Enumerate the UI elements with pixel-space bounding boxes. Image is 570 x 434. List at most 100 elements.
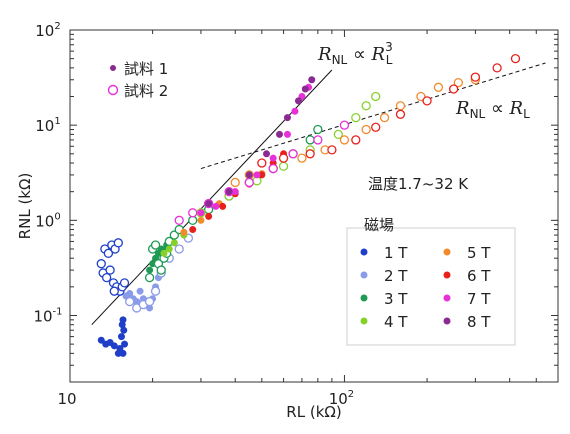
data-point-open <box>144 272 155 283</box>
legend-marker <box>360 248 368 256</box>
y-axis-label: RNL (kΩ) <box>16 173 34 240</box>
data-point-open <box>109 286 119 296</box>
data-point-filled <box>119 349 127 357</box>
data-point-open <box>492 63 502 73</box>
data-point-filled <box>116 344 124 352</box>
data-point-filled <box>170 239 178 247</box>
data-point-open <box>278 153 289 163</box>
temperature-annotation: 温度1.7~32 K <box>368 175 469 193</box>
data-point-filled <box>126 290 134 298</box>
sample-label: 試料 2 <box>124 82 168 100</box>
sample-marker-open <box>107 84 119 96</box>
y-tick-label: 102 <box>35 21 60 40</box>
data-point-open <box>288 149 298 159</box>
data-point-open <box>150 240 161 250</box>
data-point-filled <box>205 212 213 220</box>
data-point-filled <box>119 316 127 324</box>
data-point-filled <box>146 266 154 274</box>
x-tick-label: 102 <box>329 389 354 408</box>
data-point-open <box>230 177 240 188</box>
legend-label: 3 T <box>384 290 408 308</box>
data-point-open <box>268 163 278 174</box>
data-point-open <box>361 124 371 135</box>
data-point-open <box>125 296 135 307</box>
data-point-filled <box>136 287 144 295</box>
data-point-filled <box>165 245 173 253</box>
data-point-open <box>305 135 315 145</box>
data-point-filled <box>197 209 205 217</box>
data-point-open <box>416 91 426 102</box>
data-point-open <box>257 158 267 168</box>
data-point-filled <box>219 202 227 210</box>
data-point-filled <box>269 154 277 162</box>
data-point-filled <box>197 216 205 224</box>
data-point-filled <box>276 130 284 138</box>
data-point-filled <box>308 76 316 84</box>
data-point-open <box>103 248 114 258</box>
y-tick-label: 10-1 <box>33 306 62 325</box>
data-point-filled <box>97 336 105 344</box>
data-point-open <box>379 112 390 123</box>
data-point-filled <box>253 171 261 179</box>
data-point-filled <box>160 249 168 257</box>
data-point-open <box>313 124 323 135</box>
data-point-filled <box>189 226 197 234</box>
data-point-filled <box>245 171 253 179</box>
legend-marker <box>360 294 368 302</box>
data-point-open <box>105 265 115 275</box>
y-tick-label: 101 <box>35 116 60 135</box>
legend-marker <box>443 248 451 256</box>
data-point-filled <box>225 188 233 196</box>
data-point-open <box>470 72 481 82</box>
data-points <box>96 53 521 357</box>
legend-marker <box>443 317 451 325</box>
data-point-open <box>150 286 161 296</box>
legend-label: 7 T <box>467 290 491 308</box>
data-point-filled <box>121 340 129 348</box>
legend-label: 6 T <box>467 267 491 285</box>
data-point-open <box>339 135 350 145</box>
legend-label: 5 T <box>467 244 491 262</box>
data-point-open <box>395 101 406 111</box>
legend-label: 1 T <box>384 244 408 262</box>
data-point-open <box>361 101 371 111</box>
data-point-open <box>156 265 166 275</box>
sample-marker-filled <box>110 65 116 71</box>
fit-label-cubic: RNL ∝ R3 L <box>317 40 393 67</box>
sample-label: 試料 1 <box>124 60 168 78</box>
data-point-open <box>422 96 432 106</box>
data-point-open <box>96 259 106 269</box>
x-tick-label: 10 <box>57 390 76 408</box>
sample-legend: 試料 1 試料 2 <box>107 60 168 100</box>
legend-marker <box>443 271 451 279</box>
legend-title: 磁場 <box>364 216 394 234</box>
data-point-open <box>144 296 155 307</box>
data-point-open <box>339 120 350 130</box>
annotations: RNL ∝ R3 L RNL ∝ RL 試料 1 試料 2 温度1.7~32 K <box>107 40 530 193</box>
data-point-filled <box>294 97 302 105</box>
legend-marker <box>443 294 451 302</box>
y-tick-label: 100 <box>35 211 60 230</box>
data-point-open <box>333 129 343 140</box>
data-point-open <box>395 109 406 119</box>
data-point-open <box>449 84 459 94</box>
data-point-filled <box>117 333 125 341</box>
axis-ticks: 10 102 10-1 100 101 102 <box>33 21 559 408</box>
data-point-open <box>113 238 123 248</box>
data-point-open <box>327 145 337 155</box>
data-point-open <box>371 122 381 132</box>
data-point-open <box>305 149 315 159</box>
data-point-filled <box>291 107 299 115</box>
legend: 磁場 1 T 2 T 3 T 4 T 5 T 6 T 7 T 8 T <box>346 216 516 346</box>
data-point-open <box>174 215 184 225</box>
data-point-filled <box>110 342 118 350</box>
data-point-filled <box>283 130 291 138</box>
data-point-filled <box>205 200 213 208</box>
data-point-open <box>278 161 289 171</box>
data-point-open <box>101 272 112 283</box>
data-point-open <box>453 77 463 88</box>
data-point-open <box>433 82 444 92</box>
data-point-open <box>244 177 254 188</box>
data-point-filled <box>212 202 220 210</box>
